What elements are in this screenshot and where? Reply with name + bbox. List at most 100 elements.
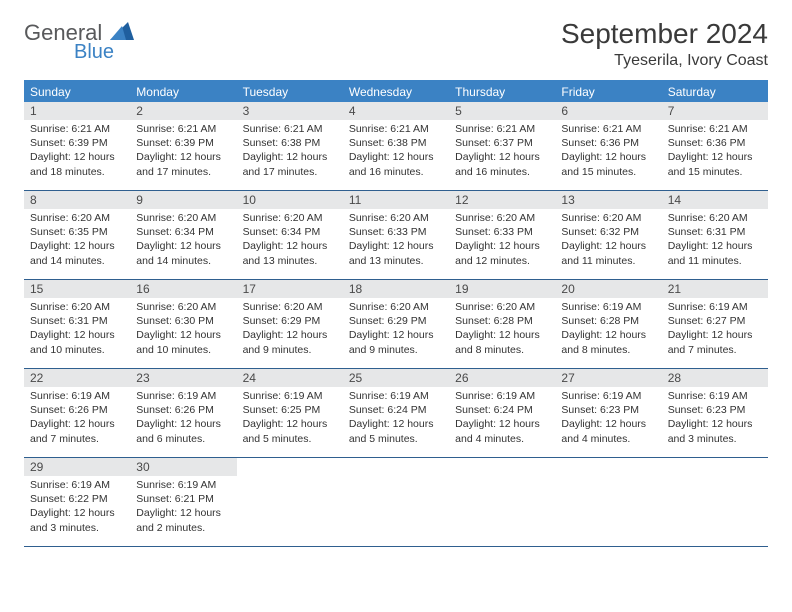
day-cell: 19Sunrise: 6:20 AMSunset: 6:28 PMDayligh…: [449, 280, 555, 368]
day-number: 8: [24, 191, 130, 209]
day-info: Sunrise: 6:21 AMSunset: 6:39 PMDaylight:…: [130, 122, 236, 179]
day-number: 16: [130, 280, 236, 298]
sunrise-line: Sunrise: 6:20 AM: [455, 211, 549, 225]
day-cell: [449, 458, 555, 546]
daylight-line-1: Daylight: 12 hours: [136, 328, 230, 342]
day-info: Sunrise: 6:20 AMSunset: 6:33 PMDaylight:…: [343, 211, 449, 268]
daylight-line-2: and 7 minutes.: [30, 432, 124, 446]
day-cell: 25 Sunrise: 6:19 AMSunset: 6:24 PMDayligh…: [343, 369, 449, 457]
sunset-line: Sunset: 6:31 PM: [668, 225, 762, 239]
page-header: General Blue September 2024 Tyeserila, I…: [24, 18, 768, 70]
week-row: 8Sunrise: 6:20 AMSunset: 6:35 PMDaylight…: [24, 191, 768, 280]
sunset-line: Sunset: 6:26 PM: [30, 403, 124, 417]
weekday-header: Tuesday: [237, 82, 343, 102]
daylight-line-2: and 6 minutes.: [136, 432, 230, 446]
sunrise-line: Sunrise: 6:19 AM: [668, 389, 762, 403]
daylight-line-1: Daylight: 12 hours: [243, 328, 337, 342]
sunrise-line: Sunrise: 6:20 AM: [668, 211, 762, 225]
day-info: Sunrise: 6:20 AMSunset: 6:34 PMDaylight:…: [130, 211, 236, 268]
sunrise-line: Sunrise: 6:19 AM: [349, 389, 443, 403]
daylight-line-1: Daylight: 12 hours: [561, 417, 655, 431]
sunset-line: Sunset: 6:24 PM: [349, 403, 443, 417]
daylight-line-1: Daylight: 12 hours: [668, 239, 762, 253]
sunset-line: Sunset: 6:33 PM: [349, 225, 443, 239]
sunset-line: Sunset: 6:23 PM: [561, 403, 655, 417]
weekday-header: Friday: [555, 82, 661, 102]
daylight-line-1: Daylight: 12 hours: [243, 150, 337, 164]
day-info: Sunrise: 6:20 AMSunset: 6:31 PMDaylight:…: [662, 211, 768, 268]
daylight-line-1: Daylight: 12 hours: [455, 150, 549, 164]
sunrise-line: Sunrise: 6:20 AM: [136, 211, 230, 225]
sunrise-line: Sunrise: 6:20 AM: [243, 211, 337, 225]
daylight-line-2: and 8 minutes.: [561, 343, 655, 357]
day-number: 18: [343, 280, 449, 298]
day-cell: 24Sunrise: 6:19 AMSunset: 6:25 PMDayligh…: [237, 369, 343, 457]
day-number: 21: [662, 280, 768, 298]
sunset-line: Sunset: 6:22 PM: [30, 492, 124, 506]
day-info: Sunrise: 6:19 AMSunset: 6:25 PMDaylight:…: [237, 389, 343, 446]
day-info: Sunrise: 6:20 AMSunset: 6:33 PMDaylight:…: [449, 211, 555, 268]
day-info: Sunrise: 6:19 AMSunset: 6:24 PMDaylight:…: [343, 389, 449, 446]
daylight-line-1: Daylight: 12 hours: [668, 417, 762, 431]
day-cell: 4 Sunrise: 6:21 AMSunset: 6:38 PMDaylight…: [343, 102, 449, 190]
daylight-line-2: and 2 minutes.: [136, 521, 230, 535]
daylight-line-1: Daylight: 12 hours: [243, 239, 337, 253]
sunrise-line: Sunrise: 6:19 AM: [243, 389, 337, 403]
daylight-line-2: and 15 minutes.: [668, 165, 762, 179]
sunrise-line: Sunrise: 6:21 AM: [30, 122, 124, 136]
daylight-line-1: Daylight: 12 hours: [30, 328, 124, 342]
daylight-line-1: Daylight: 12 hours: [243, 417, 337, 431]
daylight-line-2: and 5 minutes.: [243, 432, 337, 446]
day-number: 17: [237, 280, 343, 298]
day-number: 1: [24, 102, 130, 120]
day-cell: [555, 458, 661, 546]
day-info: Sunrise: 6:19 AMSunset: 6:23 PMDaylight:…: [555, 389, 661, 446]
day-cell: 20Sunrise: 6:19 AMSunset: 6:28 PMDayligh…: [555, 280, 661, 368]
daylight-line-2: and 11 minutes.: [561, 254, 655, 268]
weekday-header: Sunday: [24, 82, 130, 102]
day-info: Sunrise: 6:20 AMSunset: 6:35 PMDaylight:…: [24, 211, 130, 268]
sunrise-line: Sunrise: 6:19 AM: [30, 389, 124, 403]
day-number: 4: [343, 102, 449, 120]
day-cell: 22Sunrise: 6:19 AMSunset: 6:26 PMDayligh…: [24, 369, 130, 457]
sunrise-line: Sunrise: 6:19 AM: [136, 389, 230, 403]
sunset-line: Sunset: 6:25 PM: [243, 403, 337, 417]
sunset-line: Sunset: 6:39 PM: [136, 136, 230, 150]
daylight-line-1: Daylight: 12 hours: [136, 150, 230, 164]
daylight-line-1: Daylight: 12 hours: [455, 328, 549, 342]
day-cell: 23Sunrise: 6:19 AMSunset: 6:26 PMDayligh…: [130, 369, 236, 457]
day-info: Sunrise: 6:19 AMSunset: 6:27 PMDaylight:…: [662, 300, 768, 357]
daylight-line-2: and 10 minutes.: [136, 343, 230, 357]
day-info: Sunrise: 6:21 AMSunset: 6:37 PMDaylight:…: [449, 122, 555, 179]
day-number: 29: [24, 458, 130, 476]
sunrise-line: Sunrise: 6:19 AM: [136, 478, 230, 492]
day-info: Sunrise: 6:21 AMSunset: 6:38 PMDaylight:…: [343, 122, 449, 179]
sunset-line: Sunset: 6:38 PM: [349, 136, 443, 150]
day-cell: 21 Sunrise: 6:19 AMSunset: 6:27 PMDayligh…: [662, 280, 768, 368]
day-number: 25: [343, 369, 449, 387]
daylight-line-2: and 14 minutes.: [30, 254, 124, 268]
daylight-line-2: and 16 minutes.: [455, 165, 549, 179]
day-cell: 3Sunrise: 6:21 AMSunset: 6:38 PMDaylight…: [237, 102, 343, 190]
daylight-line-2: and 4 minutes.: [455, 432, 549, 446]
daylight-line-1: Daylight: 12 hours: [349, 417, 443, 431]
day-number: 5: [449, 102, 555, 120]
sunrise-line: Sunrise: 6:19 AM: [561, 300, 655, 314]
day-cell: 2Sunrise: 6:21 AMSunset: 6:39 PMDaylight…: [130, 102, 236, 190]
daylight-line-2: and 3 minutes.: [30, 521, 124, 535]
day-number: 22: [24, 369, 130, 387]
calendar-grid: Sunday Monday Tuesday Wednesday Thursday…: [24, 80, 768, 547]
day-cell: 14Sunrise: 6:20 AMSunset: 6:31 PMDayligh…: [662, 191, 768, 279]
sunset-line: Sunset: 6:27 PM: [668, 314, 762, 328]
sunset-line: Sunset: 6:35 PM: [30, 225, 124, 239]
day-cell: 29Sunrise: 6:19 AMSunset: 6:22 PMDayligh…: [24, 458, 130, 546]
daylight-line-2: and 4 minutes.: [561, 432, 655, 446]
daylight-line-2: and 17 minutes.: [136, 165, 230, 179]
daylight-line-1: Daylight: 12 hours: [30, 506, 124, 520]
day-info: Sunrise: 6:21 AMSunset: 6:36 PMDaylight:…: [555, 122, 661, 179]
sunset-line: Sunset: 6:30 PM: [136, 314, 230, 328]
daylight-line-2: and 10 minutes.: [30, 343, 124, 357]
day-cell: [662, 458, 768, 546]
sunrise-line: Sunrise: 6:20 AM: [136, 300, 230, 314]
day-info: Sunrise: 6:20 AMSunset: 6:34 PMDaylight:…: [237, 211, 343, 268]
